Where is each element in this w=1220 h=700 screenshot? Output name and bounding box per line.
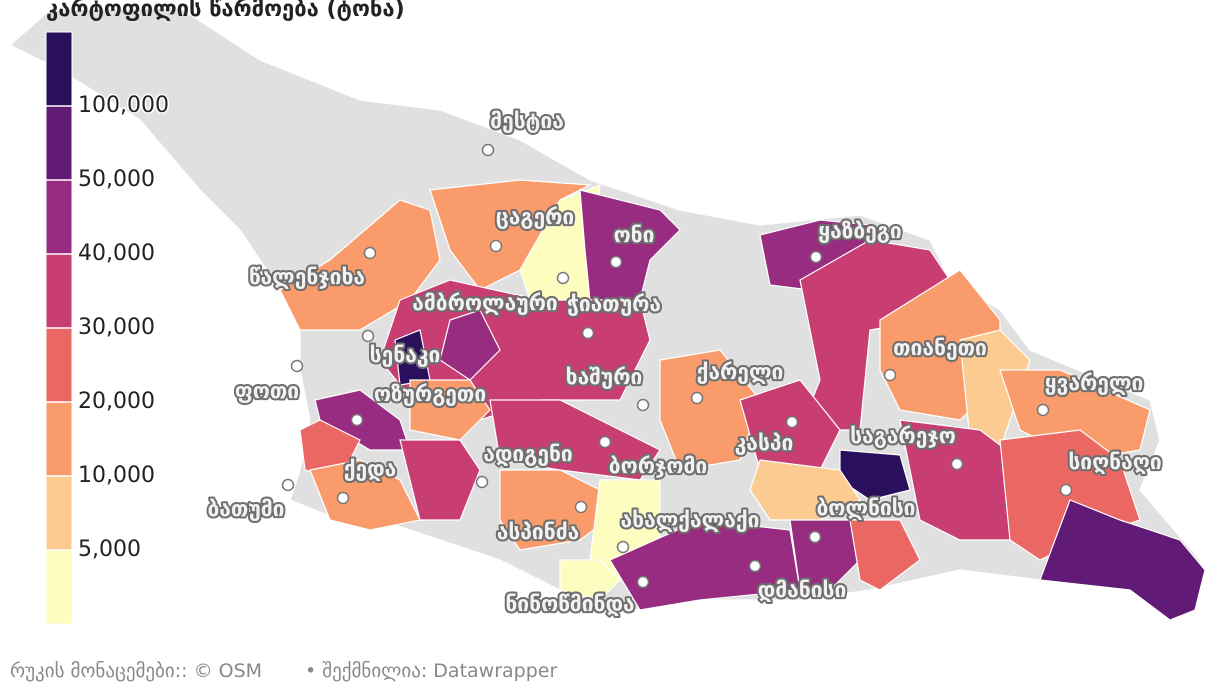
city-label: ონი — [614, 223, 655, 247]
legend-label: 50,000 — [78, 167, 155, 192]
city-label: ქარელი — [697, 360, 784, 384]
city-label: ჭიათურა — [567, 292, 661, 316]
city-dot — [350, 413, 364, 427]
city-label: ნინოწმინდა — [505, 592, 634, 616]
region — [579, 189, 681, 301]
city-dot — [336, 491, 350, 505]
regions — [8, 7, 1206, 621]
city-dot — [598, 435, 612, 449]
legend-swatch — [45, 253, 73, 329]
city-dot — [1036, 403, 1050, 417]
city-dot — [748, 559, 762, 573]
region — [1039, 499, 1206, 621]
city-dot — [950, 457, 964, 471]
footer-credit: • შექმნილია: Datawrapper — [305, 660, 557, 682]
legend-swatch — [45, 179, 73, 255]
region — [489, 399, 661, 481]
legend-swatch — [45, 327, 73, 403]
city-label: წალენჯიხა — [249, 265, 365, 289]
city-label: ყაზბეგი — [818, 219, 901, 243]
city-label: ხაშური — [566, 365, 643, 389]
footer-source: რუკის მონაცემები:: © OSM — [10, 660, 262, 682]
city-dot — [481, 143, 495, 157]
city-label: ახალქალაქი — [621, 508, 760, 532]
city-dot — [636, 398, 650, 412]
city-dot — [636, 575, 650, 589]
region — [659, 349, 761, 471]
legend-swatch — [45, 549, 73, 625]
city-dot — [363, 246, 377, 260]
legend-swatch — [45, 401, 73, 477]
city-label: თიანეთი — [893, 336, 987, 360]
city-label: ოზურგეთი — [374, 382, 486, 406]
legend-swatch — [45, 105, 73, 181]
legend-label: 30,000 — [78, 315, 155, 340]
city-label: საგარეჯო — [850, 424, 956, 448]
legend-label: 40,000 — [78, 241, 155, 266]
city-dot — [883, 368, 897, 382]
city-dot — [556, 271, 570, 285]
region — [399, 439, 481, 521]
city-label: ყვარელი — [1045, 371, 1144, 395]
region — [899, 419, 1021, 541]
city-dot — [361, 329, 375, 343]
city-label: ამბროლაური — [412, 291, 558, 315]
city-dot — [581, 326, 595, 340]
city-label: სენაკი — [370, 343, 441, 367]
city-dot — [808, 530, 822, 544]
title: კარტოფილის წარმოება (ტონა) — [46, 0, 405, 22]
city-dot — [475, 475, 489, 489]
city-label: ქედა — [344, 457, 397, 481]
legend-label: 5,000 — [78, 537, 141, 562]
region — [849, 519, 921, 591]
city-dot — [281, 478, 295, 492]
legend-label: 100,000 — [78, 93, 169, 118]
legend-label: 20,000 — [78, 389, 155, 414]
city-label: ბოლნისი — [816, 496, 915, 520]
city-dot — [785, 415, 799, 429]
city-label: ცაგერი — [496, 205, 575, 229]
legend-swatch — [45, 31, 73, 107]
city-label: კასპი — [735, 431, 794, 455]
city-dot — [690, 391, 704, 405]
city-dot — [609, 255, 623, 269]
city-label: ადიგენი — [483, 442, 572, 466]
city-label: სიღნაღი — [1068, 450, 1161, 474]
region — [789, 519, 861, 591]
region — [439, 309, 501, 381]
region — [409, 379, 491, 441]
legend-label: 10,000 — [78, 463, 155, 488]
city-dot — [809, 250, 823, 264]
city-dot — [489, 239, 503, 253]
city-label: ბათუმი — [207, 497, 284, 521]
city-label: მესტია — [490, 109, 564, 133]
region — [559, 559, 621, 601]
region — [279, 199, 441, 331]
city-label: დმანისი — [758, 578, 847, 602]
city-dot — [1059, 483, 1073, 497]
legend-swatch — [45, 475, 73, 551]
city-label: ასპინძა — [497, 520, 580, 544]
city-label: ფოთი — [235, 379, 299, 403]
city-dot — [616, 540, 630, 554]
city-label: ბორჯომი — [609, 454, 707, 478]
city-dot — [574, 500, 588, 514]
city-dot — [290, 359, 304, 373]
